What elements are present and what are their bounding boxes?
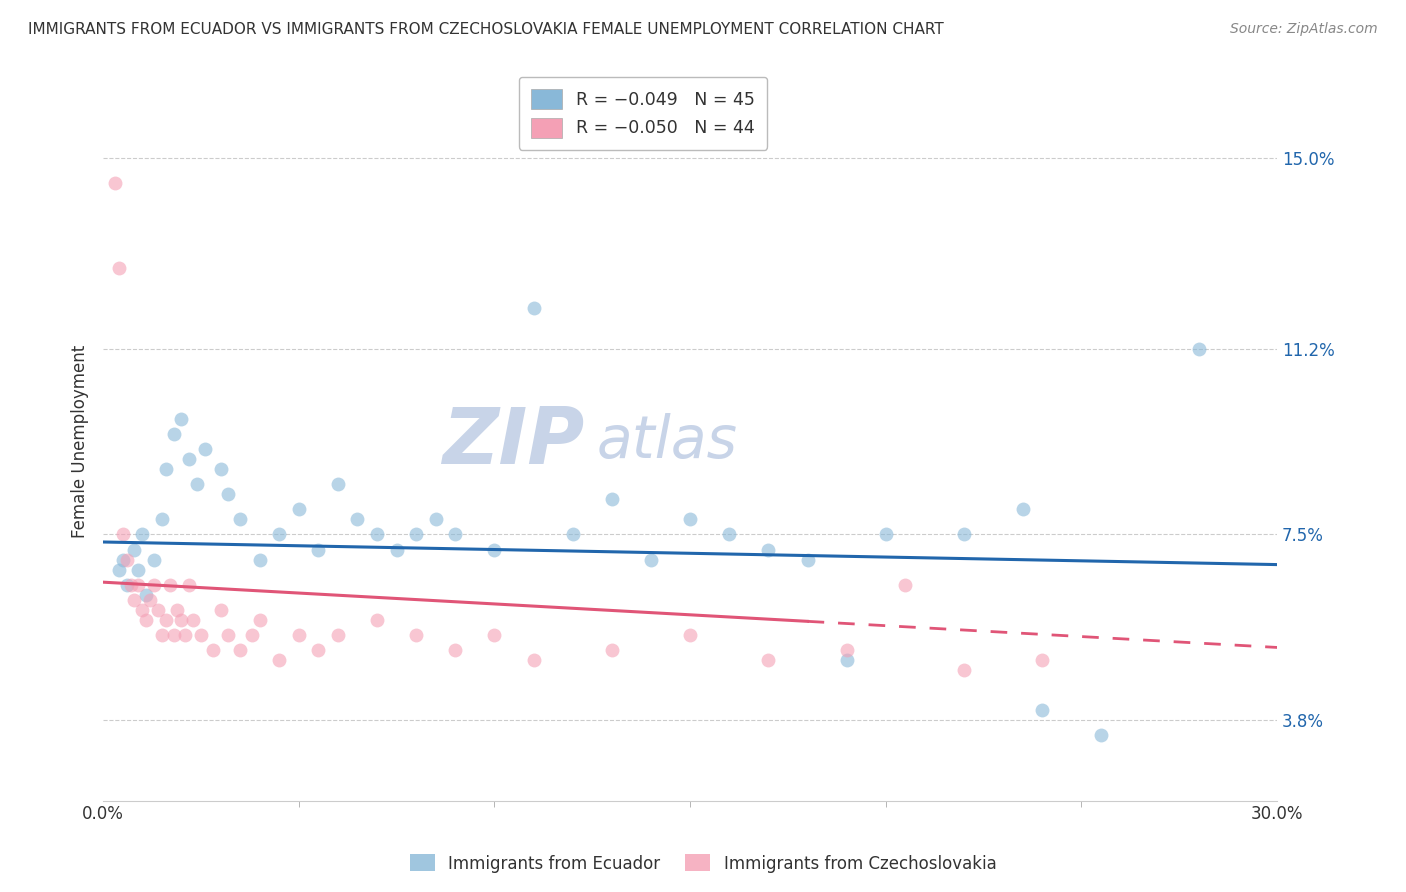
Point: [150, 628, 173, 642]
Point: [127, 563, 149, 577]
Point: [115, 577, 138, 591]
Point: [150, 512, 173, 526]
Point: [425, 512, 447, 526]
Point: [186, 477, 208, 491]
Point: [385, 542, 408, 557]
Point: [1031, 653, 1053, 667]
Point: [444, 643, 467, 657]
Point: [107, 563, 129, 577]
Point: [111, 527, 134, 541]
Point: [135, 613, 157, 627]
Point: [366, 527, 388, 541]
Text: atlas: atlas: [596, 413, 737, 470]
Point: [484, 628, 506, 642]
Point: [405, 628, 427, 642]
Point: [146, 603, 169, 617]
Point: [600, 492, 623, 507]
Point: [523, 653, 546, 667]
Point: [679, 628, 702, 642]
Point: [127, 577, 149, 591]
Point: [1090, 728, 1112, 742]
Point: [155, 462, 177, 476]
Point: [104, 176, 127, 190]
Point: [640, 552, 662, 566]
Point: [179, 452, 201, 467]
Point: [1188, 342, 1211, 356]
Point: [307, 643, 329, 657]
Point: [217, 628, 239, 642]
Point: [561, 527, 583, 541]
Point: [835, 653, 858, 667]
Point: [269, 653, 291, 667]
Point: [120, 577, 142, 591]
Point: [758, 542, 780, 557]
Point: [131, 527, 153, 541]
Legend: R = −0.049   N = 45, R = −0.050   N = 44: R = −0.049 N = 45, R = −0.050 N = 44: [519, 77, 768, 150]
Point: [201, 643, 224, 657]
Point: [190, 628, 212, 642]
Point: [835, 643, 858, 657]
Point: [217, 487, 239, 501]
Point: [179, 577, 201, 591]
Point: [170, 412, 193, 426]
Point: [523, 301, 546, 316]
Point: [170, 613, 193, 627]
Point: [135, 588, 157, 602]
Point: [166, 603, 188, 617]
Point: [159, 577, 181, 591]
Point: [249, 552, 271, 566]
Point: [107, 261, 129, 276]
Point: [758, 653, 780, 667]
Y-axis label: Female Unemployment: Female Unemployment: [72, 345, 89, 538]
Text: IMMIGRANTS FROM ECUADOR VS IMMIGRANTS FROM CZECHOSLOVAKIA FEMALE UNEMPLOYMENT CO: IMMIGRANTS FROM ECUADOR VS IMMIGRANTS FR…: [28, 22, 943, 37]
Point: [240, 628, 263, 642]
Point: [131, 603, 153, 617]
Point: [124, 542, 146, 557]
Point: [143, 552, 166, 566]
Point: [796, 552, 818, 566]
Point: [111, 552, 134, 566]
Point: [115, 552, 138, 566]
Point: [269, 527, 291, 541]
Point: [326, 477, 349, 491]
Point: [405, 527, 427, 541]
Point: [444, 527, 467, 541]
Point: [366, 613, 388, 627]
Point: [209, 462, 232, 476]
Point: [124, 592, 146, 607]
Point: [288, 502, 311, 516]
Point: [229, 643, 252, 657]
Point: [1031, 703, 1053, 717]
Point: [326, 628, 349, 642]
Point: [194, 442, 217, 456]
Point: [229, 512, 252, 526]
Point: [162, 628, 184, 642]
Point: [162, 427, 184, 442]
Point: [875, 527, 897, 541]
Point: [288, 628, 311, 642]
Point: [139, 592, 162, 607]
Point: [600, 643, 623, 657]
Point: [249, 613, 271, 627]
Point: [209, 603, 232, 617]
Point: [307, 542, 329, 557]
Point: [1011, 502, 1033, 516]
Legend: Immigrants from Ecuador, Immigrants from Czechoslovakia: Immigrants from Ecuador, Immigrants from…: [404, 847, 1002, 880]
Text: ZIP: ZIP: [443, 403, 585, 480]
Point: [174, 628, 197, 642]
Point: [894, 577, 917, 591]
Point: [953, 663, 976, 677]
Point: [679, 512, 702, 526]
Point: [953, 527, 976, 541]
Text: Source: ZipAtlas.com: Source: ZipAtlas.com: [1230, 22, 1378, 37]
Point: [155, 613, 177, 627]
Point: [484, 542, 506, 557]
Point: [181, 613, 204, 627]
Point: [718, 527, 741, 541]
Point: [346, 512, 368, 526]
Point: [143, 577, 166, 591]
